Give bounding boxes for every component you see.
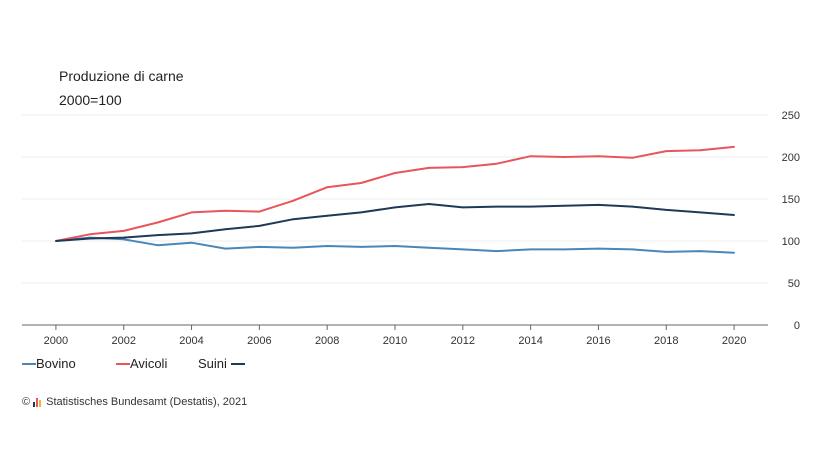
x-tick-label-2010: 2010: [383, 335, 407, 347]
legend-swatch-suini: [230, 362, 245, 365]
data-point-suini-2012: [461, 206, 464, 209]
data-point-bovino-2011: [428, 246, 430, 249]
data-point-avicoli-2004: [190, 211, 193, 214]
data-point-avicoli-2016: [597, 155, 600, 158]
data-point-bovino-2014: [529, 248, 532, 251]
data-point-suini-2017: [631, 205, 634, 208]
x-tick-label-2008: 2008: [315, 335, 339, 347]
data-point-suini-2000: [55, 240, 57, 242]
data-point-suini-2006: [258, 225, 261, 227]
data-point-suini-2016: [597, 204, 600, 206]
data-point-suini-2015: [563, 204, 566, 207]
legend-item-avicoli: Avicoli: [116, 356, 167, 371]
x-tick-label-2006: 2006: [247, 335, 271, 347]
data-point-bovino-2002: [122, 238, 125, 241]
data-point-bovino-2003: [156, 244, 159, 247]
data-point-bovino-2004: [190, 241, 193, 244]
data-point-suini-2007: [292, 218, 295, 221]
chart-title: Produzione di carne: [59, 68, 184, 84]
data-point-bovino-2009: [360, 246, 362, 248]
chart-subtitle: 2000=100: [59, 92, 122, 108]
data-point-bovino-2007: [292, 246, 295, 249]
data-point-avicoli-2002: [122, 230, 125, 232]
data-point-avicoli-2005: [224, 209, 227, 212]
data-point-suini-2003: [156, 234, 159, 237]
data-point-suini-2001: [88, 237, 91, 240]
x-tick-label-2000: 2000: [44, 335, 68, 347]
y-tick-label-150: 150: [782, 194, 800, 206]
y-tick-label-50: 50: [788, 278, 800, 290]
data-point-suini-2018: [665, 209, 668, 211]
legend-label-bovino: Bovino: [36, 356, 76, 371]
data-point-avicoli-2011: [428, 167, 430, 169]
data-point-bovino-2013: [495, 250, 498, 253]
data-point-avicoli-2020: [733, 146, 735, 148]
data-point-bovino-2008: [326, 245, 329, 247]
y-tick-label-0: 0: [794, 320, 800, 332]
data-point-suini-2014: [529, 205, 532, 208]
data-point-bovino-2018: [665, 251, 668, 253]
legend-item-bovino: Bovino: [22, 356, 76, 371]
legend-swatch-bovino: [22, 362, 36, 365]
data-point-avicoli-2017: [631, 156, 634, 159]
x-tick-label-2016: 2016: [586, 335, 610, 347]
data-point-bovino-2010: [394, 245, 396, 247]
data-point-bovino-2012: [461, 248, 464, 251]
data-point-bovino-2017: [631, 248, 634, 251]
source-text: Statistisches Bundesamt (Destatis), 2021: [46, 396, 248, 408]
data-point-suini-2009: [360, 211, 362, 214]
data-point-bovino-2015: [563, 248, 566, 251]
data-point-suini-2002: [122, 236, 125, 239]
data-point-avicoli-2007: [292, 199, 295, 202]
data-point-avicoli-2012: [461, 166, 464, 169]
data-point-avicoli-2006: [258, 210, 261, 213]
data-point-suini-2008: [326, 214, 329, 217]
y-tick-label-200: 200: [782, 152, 800, 164]
legend-label-avicoli: Avicoli: [130, 356, 168, 371]
y-tick-label-250: 250: [782, 110, 800, 122]
data-point-suini-2010: [394, 206, 396, 209]
data-point-bovino-2019: [699, 250, 702, 253]
data-point-bovino-2005: [224, 247, 227, 250]
data-point-avicoli-2001: [88, 233, 91, 236]
data-point-bovino-2006: [258, 246, 261, 248]
data-point-bovino-2016: [597, 247, 600, 250]
source-note: © Statistisches Bundesamt (Destatis), 20…: [22, 396, 247, 408]
legend-item-suini: Suini: [198, 356, 245, 371]
x-tick-label-2018: 2018: [654, 335, 678, 347]
series-line-avicoli: [55, 145, 735, 242]
x-tick-label-2004: 2004: [179, 335, 203, 347]
data-point-avicoli-2013: [495, 162, 498, 165]
data-point-suini-2004: [190, 232, 193, 235]
data-point-avicoli-2019: [699, 149, 702, 152]
data-point-suini-2019: [699, 211, 702, 214]
data-point-avicoli-2010: [394, 172, 396, 174]
x-tick-label-2014: 2014: [518, 335, 542, 347]
data-point-avicoli-2018: [665, 150, 668, 153]
x-tick-label-2002: 2002: [111, 335, 135, 347]
data-point-bovino-2020: [733, 251, 735, 254]
data-point-avicoli-2008: [326, 186, 329, 189]
data-point-avicoli-2014: [529, 155, 532, 158]
data-point-avicoli-2015: [563, 156, 566, 158]
copyright-symbol: ©: [22, 396, 31, 408]
x-tick-label-2012: 2012: [451, 335, 475, 347]
data-point-suini-2005: [224, 228, 227, 231]
destatis-logo-icon: [33, 397, 42, 407]
data-point-suini-2013: [495, 205, 498, 208]
legend-swatch-avicoli: [116, 362, 130, 365]
x-tick-label-2020: 2020: [722, 335, 746, 347]
data-point-avicoli-2009: [360, 182, 362, 184]
y-tick-label-100: 100: [782, 236, 800, 248]
data-point-suini-2020: [733, 214, 735, 216]
data-point-suini-2011: [428, 203, 430, 205]
data-point-avicoli-2003: [156, 221, 159, 224]
legend-label-suini: Suini: [198, 356, 227, 371]
